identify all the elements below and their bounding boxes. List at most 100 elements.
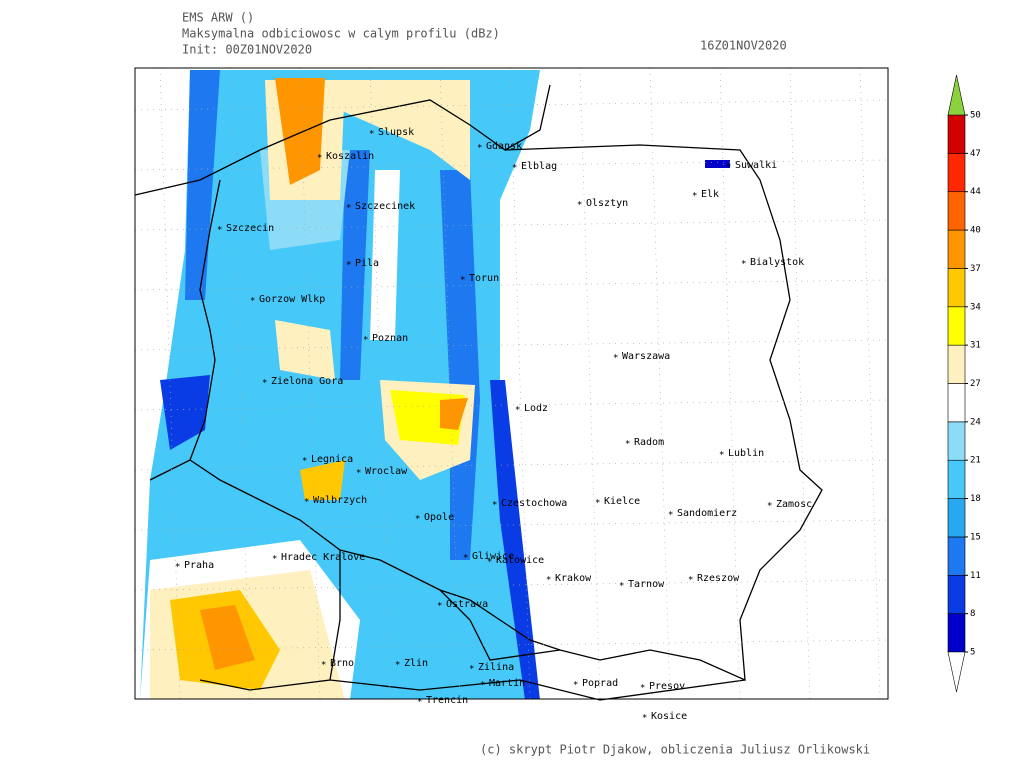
colorbar-tick-label: 5 <box>970 648 975 658</box>
colorbar-bin <box>947 383 966 423</box>
graticule-line <box>859 67 881 700</box>
city-label: Szczecinek <box>355 201 415 212</box>
field-title: Maksymalna odbiciowosc w calym profilu (… <box>182 27 500 41</box>
city-marker: * <box>741 260 746 270</box>
echo-area <box>160 375 210 450</box>
colorbar-tick-label: 34 <box>970 302 981 312</box>
colorbar-bin <box>947 344 966 384</box>
city-marker: * <box>573 681 578 691</box>
city-marker: * <box>512 164 517 174</box>
city-label: Bialystok <box>750 257 804 268</box>
colorbar-bin <box>947 574 966 614</box>
city-label: Torun <box>469 273 499 284</box>
city-marker: * <box>642 714 647 724</box>
city-label: Czestochowa <box>501 498 567 509</box>
colorbar-tick-label: 37 <box>970 264 981 274</box>
echo-area <box>275 78 325 185</box>
city-label: Warszawa <box>622 351 670 362</box>
city-label: Wroclaw <box>365 466 408 477</box>
colorbar-bin <box>947 114 966 154</box>
city-label: Gliwice <box>472 551 514 562</box>
credits: (c) skrypt Piotr Djakow, obliczenia Juli… <box>480 743 870 757</box>
city-label: Gdansk <box>486 141 522 152</box>
city-marker: * <box>469 665 474 675</box>
city-label: Poznan <box>372 333 408 344</box>
city-label: Slupsk <box>378 127 414 138</box>
echo-area <box>490 380 540 699</box>
colorbar-bin <box>947 536 966 576</box>
city-label: Radom <box>634 437 664 448</box>
city-marker: * <box>719 451 724 461</box>
echo-area <box>300 460 345 500</box>
reflectivity-field <box>140 70 730 699</box>
city-label: Lublin <box>728 448 764 459</box>
city-label: Suwalki <box>735 160 777 171</box>
colorbar-bin <box>947 306 966 346</box>
city-marker: * <box>688 576 693 586</box>
city-label: Gorzow Wlkp <box>259 294 325 305</box>
city-label: Rzeszow <box>697 573 740 584</box>
city-label: Kielce <box>604 496 640 507</box>
city-label: Pila <box>355 258 379 269</box>
country-border <box>329 679 746 701</box>
city-marker: * <box>460 276 465 286</box>
colorbar-tick-label: 18 <box>970 494 981 504</box>
city-marker: * <box>369 130 374 140</box>
colorbar-tick-label: 47 <box>970 149 981 159</box>
city-label: Legnica <box>311 454 353 465</box>
graticule-line <box>649 67 671 700</box>
city-marker: * <box>619 582 624 592</box>
echo-area <box>140 70 540 699</box>
city-label: Kosice <box>651 711 687 722</box>
colorbar-bin <box>947 421 966 461</box>
city-marker: * <box>417 698 422 708</box>
city-marker: * <box>262 379 267 389</box>
colorbar-bin <box>947 613 966 653</box>
colorbar-tick-label: 21 <box>970 456 981 466</box>
model-title: EMS ARW () <box>182 11 254 25</box>
city-label: Opole <box>424 512 454 523</box>
city-marker: * <box>437 602 442 612</box>
city-label: Tarnow <box>628 579 665 590</box>
city-label: Katowice <box>496 555 544 566</box>
city-label: Ostrava <box>446 599 488 610</box>
map-frame <box>134 67 889 700</box>
city-marker: * <box>346 261 351 271</box>
city-label: Zielona Gora <box>271 376 343 387</box>
colorbar-bin <box>947 229 966 269</box>
city-marker: * <box>767 502 772 512</box>
city-labels: * Slupsk * Koszalin * Gdansk * Elblag * Suwalki * O… <box>175 127 812 724</box>
city-marker: * <box>317 154 322 164</box>
colorbar-over <box>947 74 966 116</box>
city-marker: * <box>302 457 307 467</box>
colorbar-tick-label: 24 <box>970 417 981 427</box>
city-label: Krakow <box>555 573 592 584</box>
echo-area <box>200 605 255 670</box>
graticule-line <box>579 67 601 700</box>
city-marker: * <box>250 297 255 307</box>
colorbar-bin <box>947 498 966 538</box>
echo-area <box>330 80 470 180</box>
init-time: Init: 00Z01NOV2020 <box>182 43 312 57</box>
city-label: Olsztyn <box>586 198 628 209</box>
echo-area <box>370 170 400 340</box>
city-marker: * <box>640 684 645 694</box>
city-label: Zamosc <box>776 499 812 510</box>
city-marker: * <box>487 558 492 568</box>
city-marker: * <box>321 661 326 671</box>
colorbar-bin <box>947 459 966 499</box>
city-marker: * <box>668 511 673 521</box>
echo-area <box>275 320 335 380</box>
city-marker: * <box>480 681 485 691</box>
city-label: Trencin <box>426 695 468 706</box>
poland-border <box>149 144 823 682</box>
colorbar-tick-label: 15 <box>970 532 981 542</box>
city-label: Zlin <box>404 658 428 669</box>
city-marker: * <box>546 576 551 586</box>
echo-area <box>185 70 220 300</box>
city-label: Brno <box>330 658 354 669</box>
colorbar-tick-label: 8 <box>970 609 975 619</box>
colorbar-tick-label: 50 <box>970 111 981 121</box>
city-marker: * <box>625 440 630 450</box>
colorbar-under <box>947 651 966 693</box>
